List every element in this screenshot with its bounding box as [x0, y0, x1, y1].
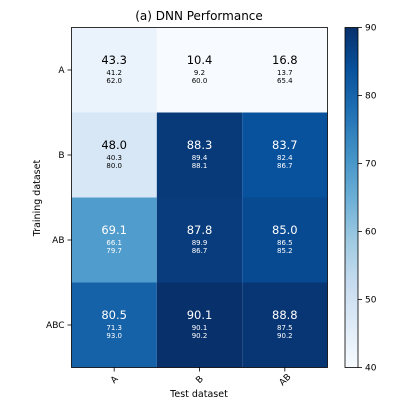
- cell-sub-value-2: 85.2: [277, 247, 293, 255]
- heatmap-cell: [242, 197, 328, 283]
- colorbar-tick-label: 80: [365, 92, 377, 102]
- cell-sub-value-1: 89.9: [192, 239, 208, 247]
- cell-sub-value-1: 40.3: [106, 154, 122, 162]
- colorbar-tick-label: 70: [365, 160, 377, 170]
- cell-main-value: 80.5: [101, 308, 127, 322]
- cell-sub-value-2: 79.7: [106, 247, 122, 255]
- colorbar: [344, 27, 359, 368]
- cell-sub-value-2: 65.4: [277, 77, 293, 85]
- cell-sub-value-1: 87.5: [277, 324, 293, 332]
- heatmap-cell: [156, 112, 243, 198]
- heatmap-cell: [71, 282, 157, 368]
- x-tick-label: A: [109, 374, 121, 386]
- colorbar-ticks: 40 50 60 70 80 90: [358, 24, 377, 374]
- cell-sub-value-2: 60.0: [192, 77, 208, 85]
- heatmap-cell: [71, 112, 157, 198]
- chart-title: (a) DNN Performance: [135, 9, 263, 23]
- cell-sub-value-2: 62.0: [106, 77, 122, 85]
- heatmap-cell: [156, 197, 243, 283]
- cell-sub-value-1: 82.4: [277, 154, 293, 162]
- cell-main-value: 69.1: [101, 223, 127, 237]
- cell-main-value: 10.4: [187, 53, 213, 67]
- cell-main-value: 88.8: [272, 308, 298, 322]
- y-tick-label: B: [58, 151, 64, 161]
- heatmap-cell: [71, 197, 157, 283]
- cell-main-value: 87.8: [187, 223, 213, 237]
- heatmap-cell: [242, 282, 328, 368]
- heatmap-cell: [242, 112, 328, 198]
- cell-main-value: 48.0: [101, 138, 127, 152]
- cell-main-value: 83.7: [272, 138, 298, 152]
- cell-sub-value-2: 88.1: [192, 162, 208, 170]
- cell-sub-value-2: 93.0: [106, 332, 122, 340]
- heatmap-cell: [156, 27, 243, 113]
- cell-main-value: 85.0: [272, 223, 298, 237]
- cell-main-value: 88.3: [187, 138, 213, 152]
- y-tick-label: A: [58, 66, 65, 76]
- x-axis-ticks: A B AB: [109, 367, 294, 388]
- cell-sub-value-1: 13.7: [277, 69, 293, 77]
- heatmap-cell: [242, 27, 328, 113]
- cell-main-value: 90.1: [187, 308, 213, 322]
- y-tick-label: ABC: [46, 321, 64, 331]
- x-tick-label: AB: [278, 372, 294, 388]
- heatmap-cells: 43.3 41.262.0 10.4 9.260.0 16.8 13.765.4 48.0 4…: [71, 27, 328, 368]
- cell-main-value: 16.8: [272, 53, 298, 67]
- cell-sub-value-2: 86.7: [277, 162, 293, 170]
- cell-sub-value-1: 89.4: [192, 154, 208, 162]
- y-axis-label: Training dataset: [32, 160, 43, 238]
- cell-sub-value-2: 80.0: [106, 162, 122, 170]
- cell-sub-value-1: 41.2: [106, 69, 122, 77]
- heatmap-cell: [71, 27, 157, 113]
- colorbar-tick-label: 90: [365, 24, 377, 34]
- cell-sub-value-2: 90.2: [192, 332, 208, 340]
- cell-sub-value-2: 86.7: [192, 247, 208, 255]
- y-tick-label: AB: [52, 236, 64, 246]
- colorbar-tick-label: 50: [365, 296, 377, 306]
- cell-sub-value-1: 9.2: [194, 69, 205, 77]
- colorbar-tick-label: 60: [365, 228, 377, 238]
- cell-sub-value-1: 86.5: [277, 239, 293, 247]
- x-tick-label: B: [194, 374, 205, 385]
- cell-main-value: 43.3: [101, 53, 127, 67]
- cell-sub-value-1: 66.1: [106, 239, 122, 247]
- colorbar-tick-label: 40: [365, 364, 377, 374]
- cell-sub-value-1: 71.3: [106, 324, 122, 332]
- heatmap-cell: [156, 282, 243, 368]
- cell-sub-value-1: 90.1: [192, 324, 208, 332]
- x-axis-label: Test dataset: [169, 389, 228, 400]
- cell-sub-value-2: 90.2: [277, 332, 293, 340]
